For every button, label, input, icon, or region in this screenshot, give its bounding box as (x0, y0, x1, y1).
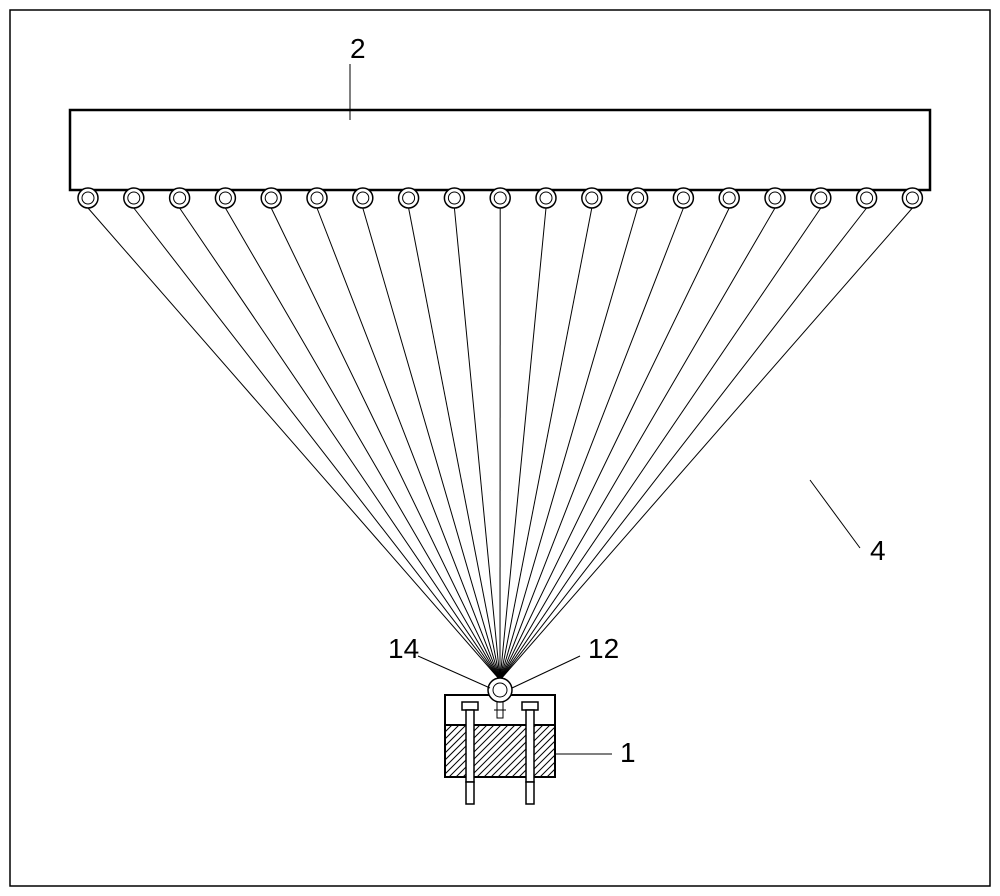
center-ring (488, 678, 512, 702)
label-leader (512, 656, 580, 688)
label-leader (810, 480, 860, 548)
tension-line (500, 208, 912, 680)
technical-diagram: 2 4 14 12 1 (0, 0, 1000, 896)
beam-ring (307, 188, 327, 208)
beam-ring (399, 188, 419, 208)
tension-line (225, 208, 500, 680)
beam-ring (536, 188, 556, 208)
tension-line (500, 208, 546, 680)
label-leader (418, 656, 490, 688)
beam-ring (170, 188, 190, 208)
tension-line (180, 208, 500, 680)
tension-line (500, 208, 729, 680)
beam-ring (765, 188, 785, 208)
tension-line (409, 208, 500, 680)
tension-line (134, 208, 500, 680)
tension-line (500, 208, 592, 680)
tension-line (500, 208, 638, 680)
beam-ring (673, 188, 693, 208)
tension-line (271, 208, 500, 680)
beam-ring (261, 188, 281, 208)
top-beam (70, 110, 930, 190)
beam-ring (353, 188, 373, 208)
part-label: 1 (620, 737, 636, 768)
part-label: 4 (870, 535, 886, 566)
beam-ring (582, 188, 602, 208)
tension-line (363, 208, 500, 680)
beam-ring (490, 188, 510, 208)
tension-line (500, 208, 867, 680)
tension-line (500, 208, 775, 680)
base-hatched (393, 725, 655, 777)
part-label: 14 (388, 633, 419, 664)
beam-ring (857, 188, 877, 208)
beam-ring (444, 188, 464, 208)
beam-ring (124, 188, 144, 208)
tension-line (88, 208, 500, 680)
part-label: 2 (350, 33, 366, 64)
part-label: 12 (588, 633, 619, 664)
tension-line (317, 208, 500, 680)
tension-line (500, 208, 683, 680)
tension-line (454, 208, 500, 680)
beam-ring (719, 188, 739, 208)
beam-ring (902, 188, 922, 208)
tension-line (500, 208, 821, 680)
beam-ring (811, 188, 831, 208)
beam-ring (78, 188, 98, 208)
beam-ring (215, 188, 235, 208)
beam-ring (628, 188, 648, 208)
